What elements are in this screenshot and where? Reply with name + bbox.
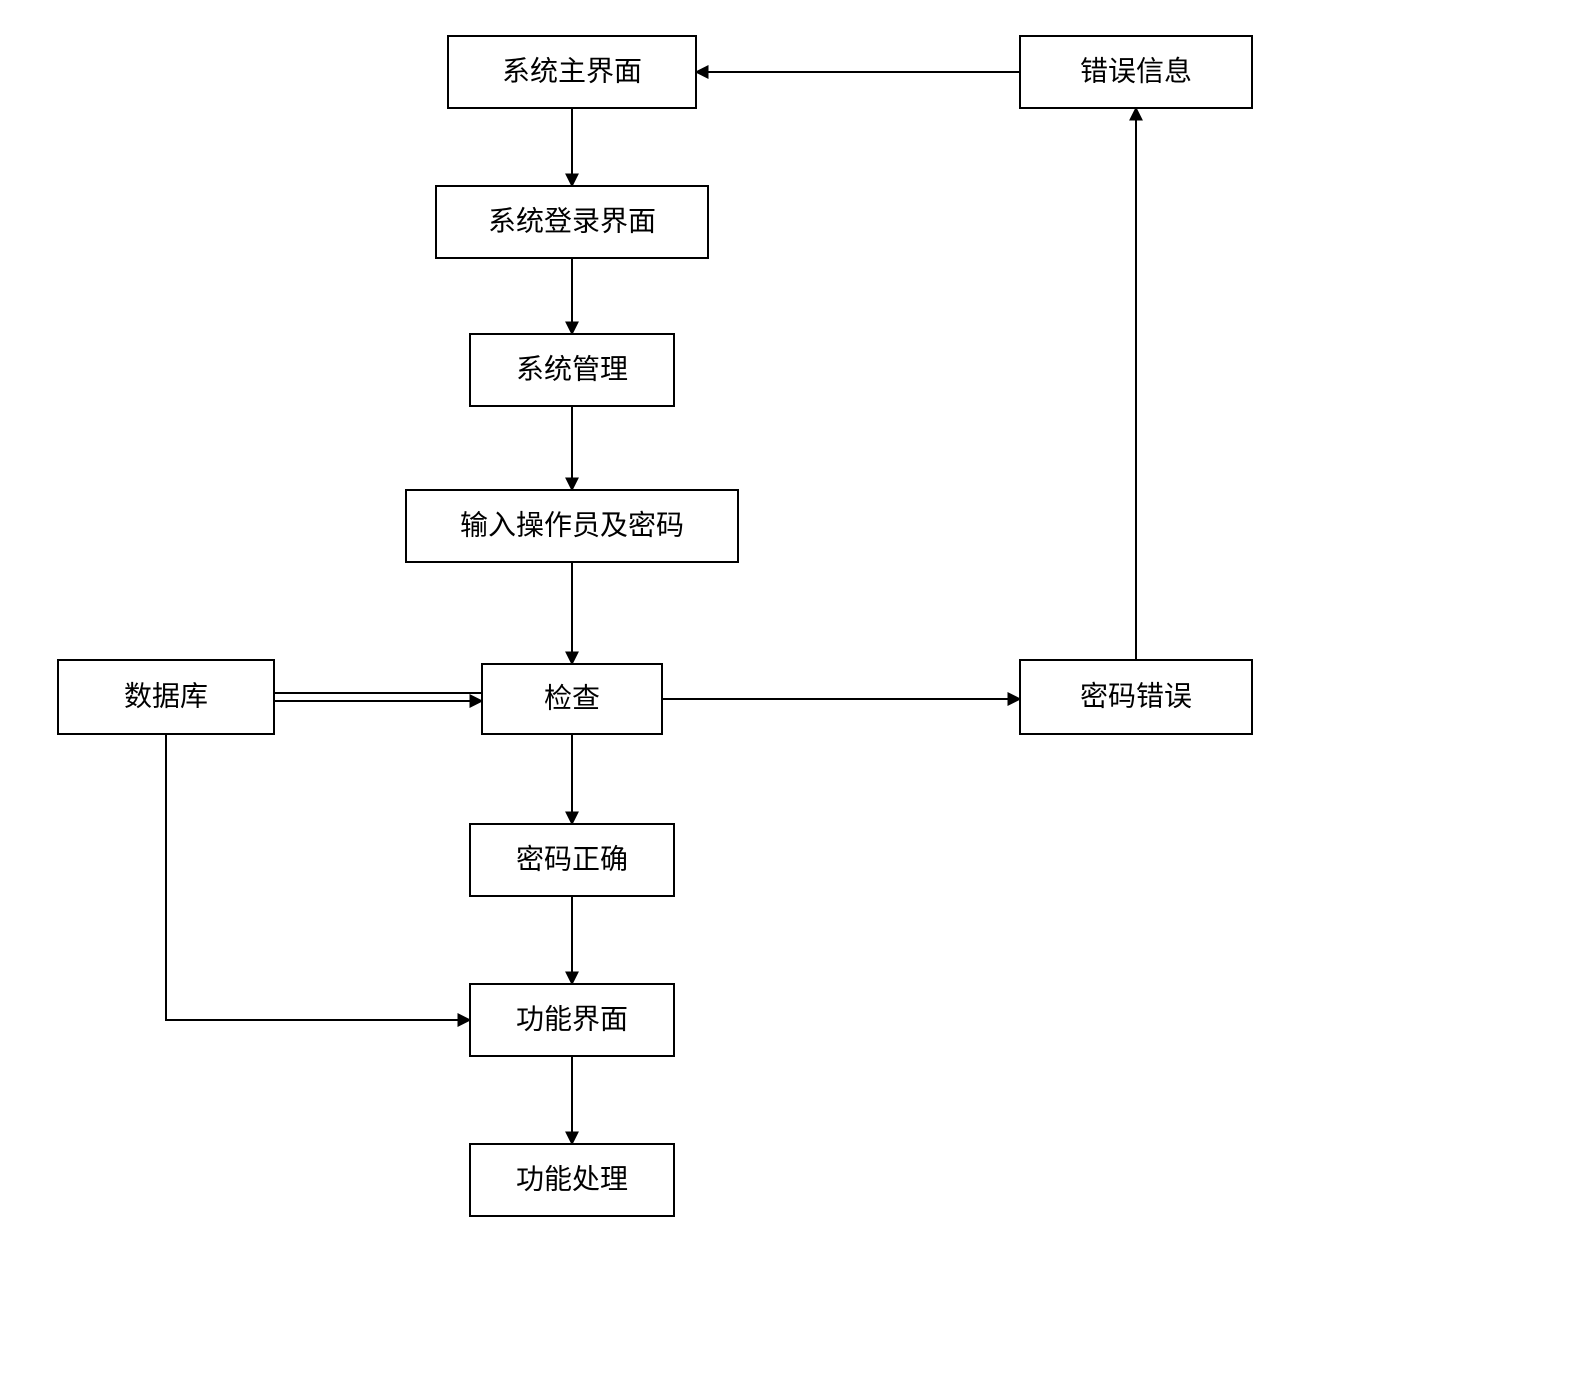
node-sys_mgmt: 系统管理: [470, 334, 674, 406]
node-func_ui-label: 功能界面: [516, 1003, 628, 1035]
node-pw_wrong-label: 密码错误: [1080, 680, 1192, 712]
node-func_proc: 功能处理: [470, 1144, 674, 1216]
node-sys_mgmt-label: 系统管理: [516, 353, 628, 385]
node-err_info-label: 错误信息: [1080, 55, 1192, 87]
node-check-label: 检查: [544, 682, 600, 714]
edge-db-func_ui: [166, 734, 470, 1020]
node-login_ui: 系统登录界面: [436, 186, 708, 258]
node-func_proc-label: 功能处理: [516, 1163, 628, 1195]
node-main_ui-label: 系统主界面: [502, 55, 642, 87]
node-main_ui: 系统主界面: [448, 36, 696, 108]
node-db-label: 数据库: [124, 680, 208, 712]
node-input_pw: 输入操作员及密码: [406, 490, 738, 562]
node-pw_ok-label: 密码正确: [516, 843, 628, 875]
flowchart-canvas: 系统主界面系统登录界面系统管理输入操作员及密码检查 数据库 密码错误密码正确功能界面…: [0, 0, 1594, 1374]
node-pw_ok: 密码正确: [470, 824, 674, 896]
node-db: 数据库: [58, 660, 274, 734]
node-pw_wrong: 密码错误: [1020, 660, 1252, 734]
node-input_pw-label: 输入操作员及密码: [460, 509, 684, 541]
node-func_ui: 功能界面: [470, 984, 674, 1056]
node-login_ui-label: 系统登录界面: [488, 205, 656, 237]
node-err_info: 错误信息: [1020, 36, 1252, 108]
node-check: 检查: [482, 664, 662, 734]
